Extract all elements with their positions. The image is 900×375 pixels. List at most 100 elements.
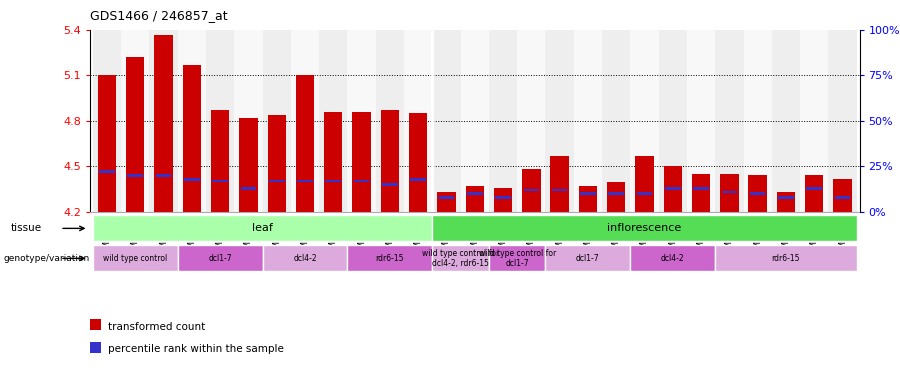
Bar — [183, 65, 201, 212]
Bar — [93, 215, 432, 242]
Bar — [211, 110, 230, 212]
Bar — [269, 180, 284, 182]
Bar — [404, 30, 432, 212]
Bar — [409, 113, 428, 212]
Bar — [93, 245, 177, 272]
Bar — [184, 178, 200, 180]
Bar — [743, 30, 772, 212]
Bar — [410, 178, 426, 180]
Bar — [263, 245, 347, 272]
Bar — [551, 156, 569, 212]
Bar — [320, 30, 347, 212]
Bar — [574, 30, 602, 212]
Bar — [326, 180, 341, 182]
Bar — [494, 188, 512, 212]
Text: percentile rank within the sample: percentile rank within the sample — [108, 345, 284, 354]
Bar — [465, 186, 484, 212]
Bar — [663, 166, 682, 212]
Bar — [495, 196, 511, 199]
Bar — [665, 187, 680, 190]
Bar — [833, 178, 851, 212]
Bar — [297, 180, 313, 182]
Bar — [267, 115, 286, 212]
Bar — [126, 57, 145, 212]
Bar — [602, 30, 630, 212]
Bar — [324, 112, 343, 212]
Bar — [438, 196, 454, 199]
Bar — [149, 30, 177, 212]
Bar — [693, 187, 709, 190]
Bar — [545, 30, 574, 212]
Bar — [239, 118, 257, 212]
Bar — [608, 192, 624, 195]
Text: dcl4-2: dcl4-2 — [293, 254, 317, 263]
Bar — [777, 192, 795, 212]
Bar — [778, 196, 794, 199]
Bar — [636, 192, 652, 195]
Text: inflorescence: inflorescence — [608, 224, 681, 233]
Bar — [347, 30, 375, 212]
Text: wild type control for
dcl4-2, rdr6-15: wild type control for dcl4-2, rdr6-15 — [422, 249, 500, 268]
Bar — [635, 156, 653, 212]
Text: rdr6-15: rdr6-15 — [375, 254, 404, 263]
Bar — [461, 30, 489, 212]
Text: dcl1-7: dcl1-7 — [576, 254, 599, 263]
Bar — [98, 75, 116, 212]
Bar — [607, 182, 625, 212]
Text: wild type control for
dcl1-7: wild type control for dcl1-7 — [479, 249, 556, 268]
Bar — [354, 180, 369, 182]
Bar — [206, 30, 234, 212]
Bar — [552, 189, 567, 191]
Bar — [128, 174, 143, 177]
Bar — [212, 180, 228, 182]
Bar — [522, 170, 541, 212]
Bar — [432, 215, 857, 242]
Bar — [177, 30, 206, 212]
Bar — [263, 30, 291, 212]
Bar — [692, 174, 710, 212]
Text: leaf: leaf — [252, 224, 273, 233]
Bar — [99, 171, 115, 173]
Text: dcl1-7: dcl1-7 — [208, 254, 232, 263]
Bar — [720, 174, 739, 212]
Bar — [122, 30, 149, 212]
Bar — [347, 245, 432, 272]
Bar — [806, 187, 822, 190]
Bar — [381, 110, 399, 212]
Bar — [240, 187, 256, 190]
Bar — [156, 174, 171, 177]
Text: transformed count: transformed count — [108, 322, 205, 332]
Text: GDS1466 / 246857_at: GDS1466 / 246857_at — [90, 9, 228, 22]
Bar — [579, 186, 597, 212]
Bar — [545, 245, 630, 272]
Bar — [630, 245, 716, 272]
Bar — [524, 189, 539, 191]
Bar — [177, 245, 263, 272]
Bar — [437, 192, 455, 212]
Bar — [750, 192, 766, 195]
Bar — [716, 245, 857, 272]
Bar — [518, 30, 545, 212]
Bar — [375, 30, 404, 212]
Bar — [382, 183, 398, 186]
Bar — [234, 30, 263, 212]
Bar — [489, 30, 518, 212]
Bar — [659, 30, 687, 212]
Bar — [93, 30, 122, 212]
Text: dcl4-2: dcl4-2 — [661, 254, 685, 263]
Bar — [722, 190, 737, 193]
Bar — [432, 30, 461, 212]
Text: tissue: tissue — [11, 224, 42, 233]
Bar — [432, 245, 489, 272]
Text: rdr6-15: rdr6-15 — [771, 254, 800, 263]
Bar — [749, 176, 767, 212]
Bar — [805, 176, 824, 212]
Bar — [296, 75, 314, 212]
Bar — [155, 34, 173, 212]
Bar — [716, 30, 743, 212]
Bar — [687, 30, 716, 212]
Bar — [580, 192, 596, 195]
Bar — [828, 30, 857, 212]
Text: genotype/variation: genotype/variation — [4, 254, 90, 263]
Bar — [353, 112, 371, 212]
